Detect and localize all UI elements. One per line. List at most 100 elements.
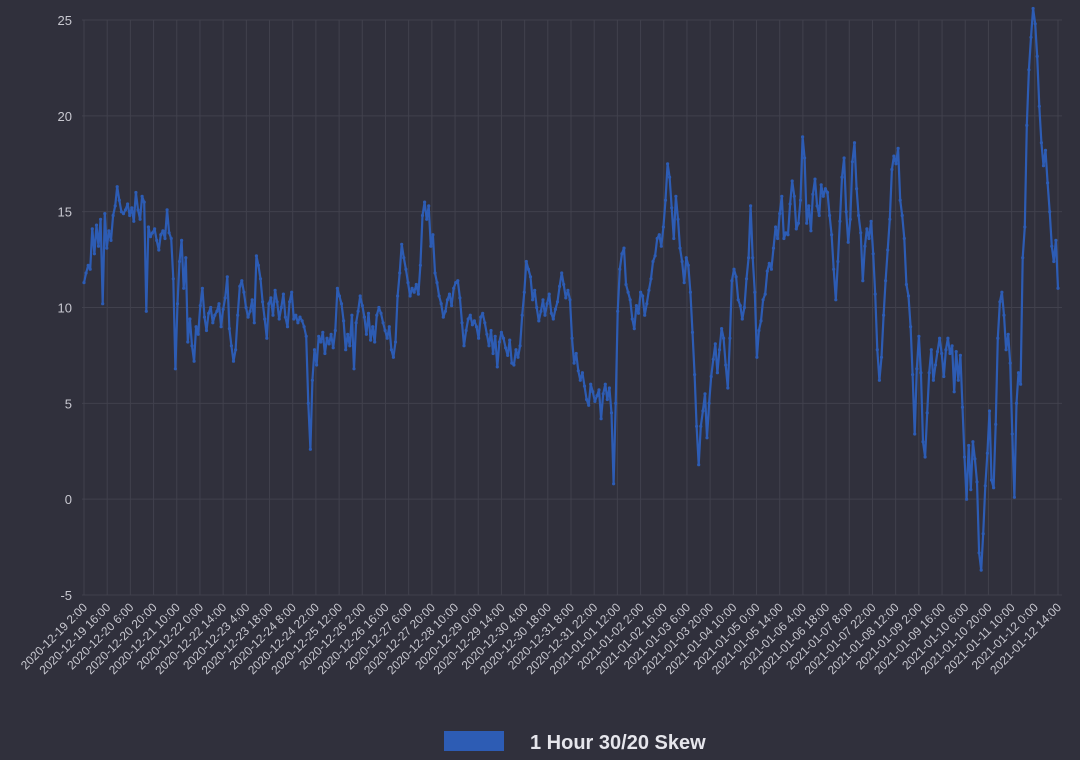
data-point[interactable] <box>173 367 177 371</box>
data-point[interactable] <box>647 288 651 292</box>
data-point[interactable] <box>105 246 109 250</box>
data-point[interactable] <box>599 417 603 421</box>
data-point[interactable] <box>589 382 593 386</box>
data-point[interactable] <box>165 208 169 212</box>
data-point[interactable] <box>1019 382 1023 386</box>
data-point[interactable] <box>99 217 103 221</box>
data-point[interactable] <box>975 480 979 484</box>
data-point[interactable] <box>624 282 628 287</box>
data-point[interactable] <box>836 259 840 264</box>
data-point[interactable] <box>323 351 327 356</box>
data-point[interactable] <box>587 403 591 407</box>
data-point[interactable] <box>861 279 865 283</box>
data-point[interactable] <box>803 156 807 160</box>
data-point[interactable] <box>518 344 522 348</box>
data-point[interactable] <box>283 315 287 319</box>
data-point[interactable] <box>1043 148 1048 152</box>
data-point[interactable] <box>562 282 566 287</box>
data-point[interactable] <box>265 336 269 340</box>
data-point[interactable] <box>911 373 915 377</box>
data-point[interactable] <box>977 551 981 555</box>
data-point[interactable] <box>526 267 531 271</box>
data-point[interactable] <box>134 190 138 195</box>
data-point[interactable] <box>969 488 973 492</box>
data-point[interactable] <box>238 284 242 288</box>
data-point[interactable] <box>207 311 211 315</box>
data-point[interactable] <box>288 300 292 304</box>
data-point[interactable] <box>229 344 233 348</box>
data-point[interactable] <box>1006 332 1010 336</box>
data-point[interactable] <box>435 281 439 285</box>
data-point[interactable] <box>811 192 815 196</box>
data-point[interactable] <box>774 225 778 229</box>
data-point[interactable] <box>958 353 963 357</box>
data-point[interactable] <box>472 319 476 323</box>
data-point[interactable] <box>144 309 148 313</box>
data-point[interactable] <box>252 321 256 325</box>
data-point[interactable] <box>535 305 539 310</box>
data-point[interactable] <box>319 340 323 344</box>
data-point[interactable] <box>269 296 273 300</box>
data-point[interactable] <box>358 294 362 298</box>
data-point[interactable] <box>466 317 470 321</box>
data-point[interactable] <box>82 281 86 285</box>
data-point[interactable] <box>821 194 825 198</box>
data-point[interactable] <box>468 313 472 317</box>
data-point[interactable] <box>780 194 784 198</box>
data-point[interactable] <box>985 451 990 455</box>
data-point[interactable] <box>672 236 676 241</box>
data-point[interactable] <box>576 369 580 373</box>
data-point[interactable] <box>360 304 364 308</box>
data-point[interactable] <box>188 317 192 321</box>
data-point[interactable] <box>408 294 412 298</box>
data-point[interactable] <box>603 382 607 386</box>
data-point[interactable] <box>929 348 933 352</box>
data-point[interactable] <box>389 348 393 352</box>
data-point[interactable] <box>339 302 344 306</box>
data-point[interactable] <box>169 236 173 241</box>
data-point[interactable] <box>805 221 809 225</box>
data-point[interactable] <box>333 328 337 333</box>
data-point[interactable] <box>678 246 682 250</box>
data-point[interactable] <box>524 259 528 264</box>
data-point[interactable] <box>371 325 375 329</box>
data-point[interactable] <box>439 302 443 306</box>
data-point[interactable] <box>123 208 128 212</box>
data-point[interactable] <box>666 162 670 166</box>
data-point[interactable] <box>315 363 319 367</box>
data-point[interactable] <box>1041 164 1046 168</box>
data-point[interactable] <box>485 332 489 336</box>
data-point[interactable] <box>84 271 88 275</box>
data-point[interactable] <box>867 236 871 241</box>
data-point[interactable] <box>132 219 136 223</box>
data-point[interactable] <box>240 279 244 283</box>
data-point[interactable] <box>90 227 94 231</box>
data-point[interactable] <box>196 332 200 336</box>
data-point[interactable] <box>236 313 240 317</box>
data-point[interactable] <box>1023 225 1027 229</box>
data-point[interactable] <box>543 313 547 317</box>
data-point[interactable] <box>622 246 626 250</box>
data-point[interactable] <box>321 330 325 334</box>
data-point[interactable] <box>717 348 722 352</box>
data-point[interactable] <box>354 321 358 325</box>
data-point[interactable] <box>279 305 283 310</box>
data-point[interactable] <box>294 313 298 317</box>
data-point[interactable] <box>302 325 306 329</box>
data-point[interactable] <box>819 183 823 187</box>
data-point[interactable] <box>960 405 965 409</box>
data-point[interactable] <box>153 227 157 231</box>
legend[interactable]: 1 Hour 30/20 Skew <box>444 731 706 754</box>
data-point[interactable] <box>433 271 437 275</box>
data-point[interactable] <box>742 305 747 310</box>
data-point[interactable] <box>364 332 368 336</box>
data-point[interactable] <box>510 361 514 365</box>
data-point[interactable] <box>92 252 96 256</box>
data-point[interactable] <box>533 288 537 292</box>
data-point[interactable] <box>194 325 198 329</box>
data-point[interactable] <box>350 313 354 317</box>
data-point[interactable] <box>1004 348 1008 352</box>
data-point[interactable] <box>184 256 188 260</box>
data-point[interactable] <box>630 317 634 321</box>
data-point[interactable] <box>261 300 265 304</box>
